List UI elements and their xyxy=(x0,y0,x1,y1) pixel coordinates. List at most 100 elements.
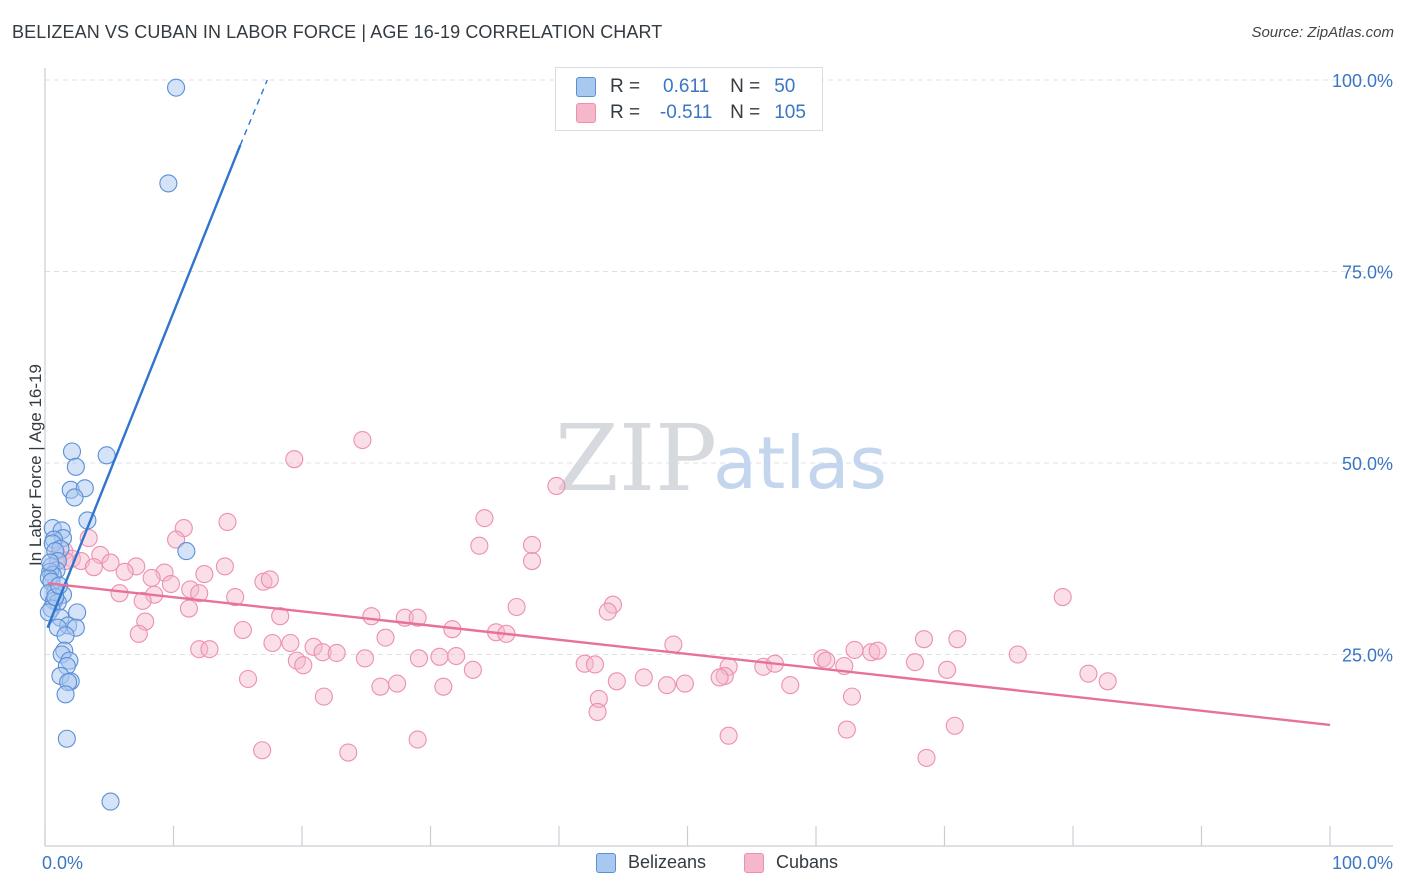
cubans-point xyxy=(371,677,390,696)
cubans-point xyxy=(1098,672,1117,691)
cubans-point xyxy=(945,716,964,735)
legend-n-value: 50 xyxy=(774,76,796,97)
cubans-point xyxy=(430,647,449,666)
cubans-point xyxy=(238,669,258,689)
y-axis-label: In Labor Force | Age 16-19 xyxy=(26,364,45,566)
cubans-point xyxy=(353,430,372,450)
cubans-point xyxy=(585,655,605,674)
cubans-point xyxy=(167,530,186,549)
cubans-point xyxy=(522,535,542,555)
legend-row-belizeans: R = 0.611 N = 50 xyxy=(576,75,795,99)
correlation-legend: R = 0.611 N = 50 R = -0.511 N = 105 xyxy=(555,67,823,131)
belizeans-point xyxy=(159,174,178,193)
legend-item-cubans[interactable]: Cubans xyxy=(744,852,838,873)
cubans-point xyxy=(115,562,134,581)
legend-label-belizeans: Belizeans xyxy=(628,852,707,872)
cubans-point xyxy=(634,668,653,687)
cubans-point xyxy=(190,640,209,659)
legend-swatch-belizeans xyxy=(576,77,596,97)
belizeans-point xyxy=(101,792,120,811)
y-tick-label: 100.0% xyxy=(1332,71,1393,91)
cubans-point xyxy=(664,635,683,654)
cubans-point xyxy=(914,630,933,649)
y-tick-label: 25.0% xyxy=(1342,646,1393,666)
belizeans-point xyxy=(56,626,75,645)
cubans-point xyxy=(285,450,304,469)
belizeans-point xyxy=(66,457,85,476)
cubans-point xyxy=(271,607,290,626)
cubans-point xyxy=(522,551,542,571)
cubans-point xyxy=(200,640,219,659)
belizeans-point xyxy=(167,78,186,97)
cubans-point xyxy=(447,646,466,666)
x-tick-label: 0.0% xyxy=(42,853,83,873)
cubans-point xyxy=(1079,664,1098,683)
belizeans-point xyxy=(41,553,60,572)
cubans-point xyxy=(129,624,148,643)
cubans-point xyxy=(781,676,800,695)
cubans-point xyxy=(110,584,129,603)
watermark: ZIP atlas xyxy=(555,405,887,512)
cubans-point xyxy=(226,587,245,607)
legend-n-label: N = xyxy=(730,102,761,123)
cubans-point xyxy=(190,584,209,603)
cubans-point xyxy=(142,568,161,587)
cubans-point xyxy=(657,676,676,695)
y-tick-label: 75.0% xyxy=(1342,263,1393,283)
cubans-point xyxy=(598,602,617,621)
legend-n-value: 105 xyxy=(774,102,806,123)
y-tick-label: 50.0% xyxy=(1342,454,1393,474)
cubans-point xyxy=(470,536,489,555)
cubans-point xyxy=(101,553,120,572)
cubans-point xyxy=(127,557,146,576)
cubans-point xyxy=(675,674,694,693)
legend-item-belizeans[interactable]: Belizeans xyxy=(596,852,706,873)
cubans-point xyxy=(408,730,427,749)
cubans-point xyxy=(409,649,428,668)
legend-r-value: -0.511 xyxy=(659,102,713,123)
cubans-point xyxy=(575,654,594,673)
legend-r-label: R = xyxy=(610,76,641,97)
cubans-point xyxy=(355,649,375,668)
cubans-point xyxy=(260,570,279,589)
legend-label-cubans: Cubans xyxy=(776,852,839,872)
cubans-point xyxy=(719,726,738,745)
watermark-zip: ZIP xyxy=(555,405,717,512)
cubans-point xyxy=(388,674,407,693)
cubans-point xyxy=(294,656,313,675)
series-legend: Belizeans Cubans xyxy=(0,852,1406,878)
belizeans-point xyxy=(56,685,75,704)
cubans-point xyxy=(376,628,395,647)
tick-labels: 25.0% 50.0% 75.0% 100.0% 0.0% 100.0% xyxy=(42,71,1393,873)
legend-row-cubans: R = -0.511 N = 105 xyxy=(576,101,806,125)
cubans-point xyxy=(837,720,856,739)
cubans-point xyxy=(588,702,607,722)
cubans-point xyxy=(948,630,967,649)
cubans-point xyxy=(218,512,237,532)
cubans-point xyxy=(1008,645,1027,664)
cubans-point xyxy=(408,608,427,627)
legend-swatch-belizeans xyxy=(596,852,616,873)
cubans-point xyxy=(233,620,252,640)
cubans-point xyxy=(215,557,234,576)
legend-r-label: R = xyxy=(610,102,641,123)
cubans-point xyxy=(842,687,862,706)
legend-swatch-cubans xyxy=(744,852,764,873)
cubans-point xyxy=(463,660,482,679)
cubans-point xyxy=(862,643,881,662)
cubans-point xyxy=(817,651,836,670)
legend-swatch-cubans xyxy=(576,103,596,123)
belizeans-point xyxy=(97,446,116,465)
cubans-point xyxy=(905,653,924,672)
cubans-point xyxy=(362,607,381,626)
cubans-point xyxy=(313,643,332,662)
belizeans-points xyxy=(39,78,196,811)
watermark-atlas: atlas xyxy=(713,421,887,505)
cubans-point xyxy=(475,509,494,528)
cubans-point xyxy=(179,599,198,618)
belizeans-point xyxy=(177,542,196,561)
belizeans-point xyxy=(62,442,82,461)
cubans-point xyxy=(547,476,566,496)
legend-r-value: 0.611 xyxy=(663,76,710,97)
